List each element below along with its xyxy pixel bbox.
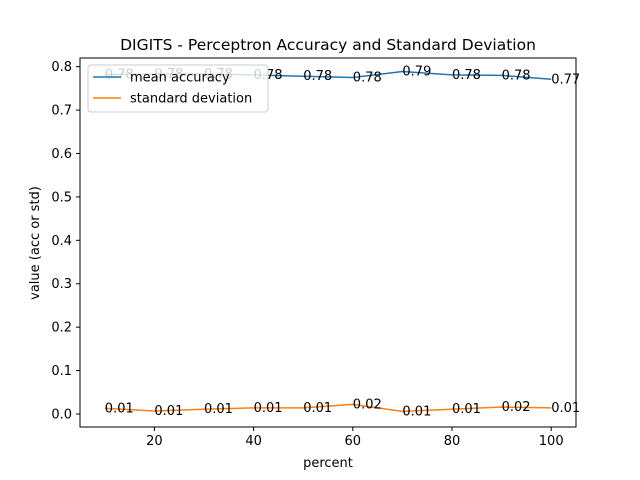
y-tick-label: 0.7 (51, 104, 72, 119)
y-tick-label: 0.6 (51, 147, 72, 162)
data-label: 0.01 (303, 401, 332, 416)
x-tick-label: 100 (539, 434, 564, 449)
x-tick-label: 40 (245, 434, 262, 449)
data-label: 0.01 (154, 404, 183, 419)
x-tick-label: 80 (444, 434, 461, 449)
series-line-standard-deviation (104, 403, 552, 413)
data-label: 0.77 (551, 72, 580, 87)
data-label: 0.01 (402, 404, 431, 419)
data-label: 0.78 (502, 68, 531, 83)
data-label: 0.01 (204, 402, 233, 417)
data-label: 0.01 (105, 401, 134, 416)
y-tick-label: 0.8 (51, 60, 72, 75)
data-label: 0.78 (452, 68, 481, 83)
data-label: 0.02 (353, 397, 382, 412)
y-tick-label: 0.3 (51, 277, 72, 292)
data-label: 0.78 (353, 71, 382, 86)
data-label: 0.02 (502, 400, 531, 415)
y-tick-label: 0.0 (51, 407, 72, 422)
data-label: 0.01 (452, 402, 481, 417)
data-label: 0.78 (303, 69, 332, 84)
x-tick-label: 60 (345, 434, 362, 449)
legend-box (87, 64, 269, 113)
x-tick-label: 20 (146, 434, 163, 449)
y-axis-title: value (acc or std) (28, 186, 43, 300)
data-label: 0.01 (551, 401, 580, 416)
legend-entry: mean accuracy (130, 71, 230, 86)
chart-title: DIGITS - Perceptron Accuracy and Standar… (120, 36, 536, 54)
y-tick-label: 0.1 (51, 364, 72, 379)
x-axis-title: percent (303, 456, 353, 471)
plot-area: 0.780.780.780.780.780.780.790.780.780.77… (51, 57, 580, 449)
axes-frame (79, 57, 577, 428)
y-tick-label: 0.5 (51, 190, 72, 205)
y-tick-label: 0.4 (51, 234, 72, 249)
data-label: 0.79 (402, 64, 431, 79)
legend-entry: standard deviation (130, 92, 252, 107)
y-tick-label: 0.2 (51, 321, 72, 336)
data-label: 0.01 (254, 401, 283, 416)
